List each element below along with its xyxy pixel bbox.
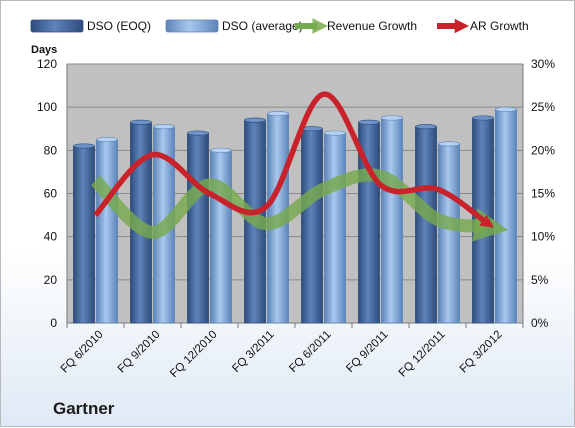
bar-dso-eoq bbox=[301, 128, 323, 324]
bar-dso-avg bbox=[381, 117, 403, 324]
bar-dso-avg-cap bbox=[153, 124, 175, 130]
bar-dso-avg-cap bbox=[324, 130, 346, 136]
y2-tick-label: 0% bbox=[531, 316, 549, 330]
ar-growth-line bbox=[93, 91, 494, 228]
bar-dso-eoq bbox=[187, 132, 209, 324]
x-tick-label: FQ 6/2010 bbox=[59, 329, 106, 376]
y-tick-label: 0 bbox=[50, 316, 57, 330]
bar-dso-avg-cap bbox=[381, 115, 403, 121]
bar-dso-eoq-cap bbox=[244, 117, 266, 123]
y-tick-label: 40 bbox=[44, 230, 58, 244]
bar-dso-avg-cap bbox=[96, 137, 118, 143]
bar-dso-eoq-cap bbox=[472, 115, 494, 121]
bar-dso-avg bbox=[324, 132, 346, 324]
legend-label-revenue-growth: Revenue Growth bbox=[327, 19, 417, 33]
y2-tick-label: 10% bbox=[531, 230, 555, 244]
y2-tick-label: 25% bbox=[531, 100, 555, 114]
y-tick-label: 80 bbox=[44, 143, 58, 157]
bar-dso-avg bbox=[96, 139, 118, 324]
x-tick-label: FQ 12/2011 bbox=[397, 329, 448, 380]
bar-dso-eoq-cap bbox=[415, 124, 437, 130]
legend-label-ar-growth: AR Growth bbox=[470, 19, 529, 33]
legend-label-dso-eoq: DSO (EOQ) bbox=[87, 19, 151, 33]
bar-dso-avg-cap bbox=[438, 141, 460, 147]
legend: DSO (EOQ) DSO (average) Revenue Growth A… bbox=[30, 18, 529, 34]
bar-dso-eoq bbox=[415, 126, 437, 324]
bar-dso-eoq-cap bbox=[358, 119, 380, 125]
company-name: Gartner bbox=[53, 399, 115, 418]
y-axis-title: Days bbox=[31, 44, 57, 56]
revenue-growth-line bbox=[90, 168, 508, 242]
y2-tick-label: 20% bbox=[531, 143, 555, 157]
bar-dso-avg bbox=[438, 143, 460, 324]
bar-dso-avg-cap bbox=[495, 106, 517, 112]
x-tick-label: FQ 9/2011 bbox=[344, 329, 390, 375]
y-tick-label: 60 bbox=[44, 187, 58, 201]
y2-tick-label: 5% bbox=[531, 273, 549, 287]
y-tick-label: 100 bbox=[37, 100, 57, 114]
bar-dso-eoq-cap bbox=[73, 143, 95, 149]
y-tick-label: 20 bbox=[44, 273, 58, 287]
bar-dso-avg-cap bbox=[267, 111, 289, 117]
bar-dso-eoq bbox=[73, 145, 95, 324]
x-tick-label: FQ 6/2011 bbox=[287, 329, 333, 375]
x-tick-label: FQ 3/2011 bbox=[230, 329, 276, 375]
bar-dso-avg bbox=[210, 149, 232, 324]
y-tick-label: 120 bbox=[37, 57, 57, 71]
growth-lines bbox=[90, 91, 508, 242]
x-tick-label: FQ 9/2010 bbox=[116, 329, 163, 376]
legend-swatch-dso-eoq bbox=[30, 19, 84, 33]
legend-label-dso-avg: DSO (average) bbox=[222, 19, 303, 33]
y2-tick-label: 15% bbox=[531, 187, 555, 201]
legend-swatch-dso-avg bbox=[165, 19, 219, 33]
bar-dso-eoq-cap bbox=[130, 119, 152, 125]
bar-dso-avg-cap bbox=[210, 147, 232, 153]
x-tick-label: FQ 3/2012 bbox=[458, 329, 505, 376]
x-tick-label: FQ 12/2010 bbox=[168, 329, 219, 380]
bar-dso-eoq-cap bbox=[187, 130, 209, 136]
bar-dso-avg bbox=[495, 108, 517, 324]
y2-tick-label: 30% bbox=[531, 57, 555, 71]
